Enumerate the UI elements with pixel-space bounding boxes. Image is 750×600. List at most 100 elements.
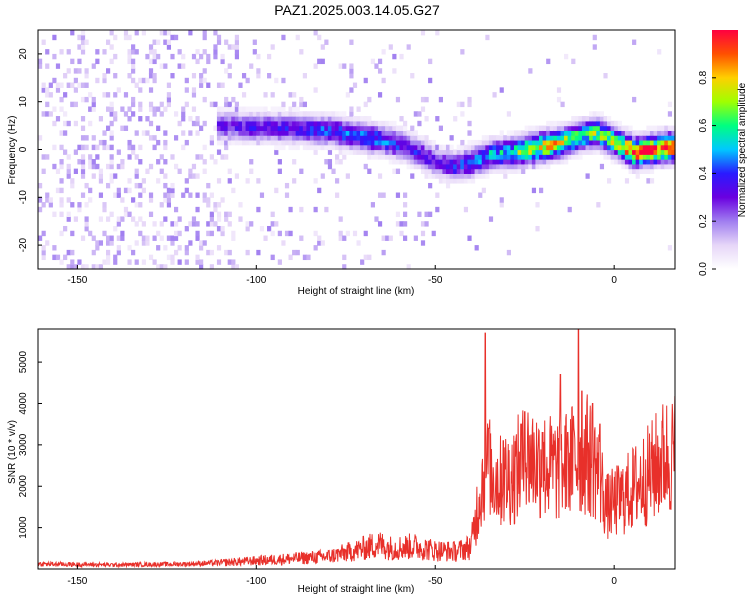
spectrogram-cell: [481, 139, 486, 146]
spectrogram-cell: [181, 192, 186, 198]
spectrogram-cell: [241, 106, 247, 112]
spectrogram-cell: [281, 120, 286, 127]
spectrogram-cell: [374, 149, 379, 155]
spectrogram-cell: [381, 125, 386, 131]
spectrogram-cell: [66, 211, 71, 218]
spectrogram-cell: [413, 111, 418, 117]
spectrogram-cell: [166, 235, 172, 241]
spectrogram-cell: [667, 245, 673, 251]
spectrogram-cell: [138, 116, 143, 122]
spectrogram-cell: [288, 230, 293, 237]
spectrogram-cell: [84, 39, 89, 45]
spectrogram-cell: [213, 49, 218, 55]
spectrogram-cell: [467, 120, 472, 127]
spectrogram-cell: [589, 135, 594, 141]
spectrogram-cell: [216, 106, 222, 112]
spectrogram-cell: [499, 197, 504, 203]
spectrogram-cell: [141, 130, 146, 136]
spectrogram-cell: [381, 154, 386, 160]
spectrogram-cell: [252, 139, 257, 146]
spectrogram-cell: [148, 135, 154, 141]
spectrogram-cell: [345, 92, 350, 98]
spectrogram-cell: [70, 259, 75, 265]
spectrogram-cell: [467, 159, 472, 165]
spectrogram-cell: [41, 154, 46, 160]
spectrogram-cell: [471, 159, 476, 165]
spectrogram-cell: [127, 53, 132, 60]
spectrogram-cell: [424, 168, 429, 174]
spectrogram-cell: [599, 130, 605, 136]
spectrogram-cell: [392, 159, 397, 165]
spectrogram-cell: [385, 125, 390, 131]
spectrogram-cell: [657, 49, 662, 55]
spectrogram-cell: [73, 77, 78, 84]
spectrogram-cell: [263, 116, 268, 122]
spectrogram-cell: [317, 125, 322, 131]
spectrogram-cell: [635, 135, 640, 141]
spectrogram-cell: [571, 58, 576, 65]
spectrogram-cell: [435, 144, 440, 151]
spectrogram-cell: [463, 144, 469, 151]
spectrogram-cell: [649, 168, 655, 174]
spectrogram-cell: [478, 144, 483, 151]
spectrogram-cell: [156, 106, 161, 112]
spectrogram-cell: [667, 101, 673, 108]
spectrogram-cell: [95, 77, 100, 84]
spectrogram-cell: [70, 178, 75, 184]
spectrogram-cell: [571, 130, 576, 136]
spectrogram-cell: [267, 116, 272, 122]
spectrogram-cell: [66, 264, 71, 270]
spectrogram-cell: [331, 125, 336, 131]
spectrogram-cell: [360, 149, 365, 155]
spectrogram-cell: [517, 159, 522, 165]
spectrogram-cell: [657, 144, 662, 151]
spectrogram-cell: [206, 182, 211, 189]
spectrogram-cell: [195, 192, 200, 198]
spectrogram-cell: [607, 149, 612, 155]
spectrogram-cell: [471, 144, 476, 151]
spectrogram-cell: [456, 178, 461, 184]
spectrogram-cell: [510, 139, 515, 146]
spectrogram-cell: [578, 130, 583, 136]
spectrogram-cell: [109, 173, 114, 179]
spectrogram-cell: [170, 254, 175, 261]
spectrogram-cell: [163, 30, 168, 36]
spectrogram-cell: [539, 139, 544, 146]
spectrogram-cell: [227, 135, 232, 141]
spectrogram-cell: [610, 144, 615, 151]
spectrogram-cell: [560, 159, 565, 165]
spectrogram-cell: [549, 120, 554, 127]
spectrogram-cell: [363, 163, 368, 170]
snr-y-tick-label: 1000: [18, 516, 29, 539]
spectrogram-cell: [621, 125, 626, 131]
spectrogram-cell: [313, 206, 318, 213]
spectrogram-cell: [245, 135, 250, 141]
spectrogram-cell: [127, 34, 132, 41]
spectrogram-cell: [102, 73, 107, 79]
spectrogram-cell: [363, 139, 368, 146]
spectrogram-cell: [506, 159, 511, 165]
spectrogram-cell: [299, 235, 304, 241]
spectrogram-cell: [596, 111, 601, 117]
spectrogram-cell: [331, 120, 336, 127]
spectrogram-cell: [127, 211, 132, 218]
spectrogram-cell: [417, 111, 422, 117]
spectrogram-cell: [377, 144, 383, 151]
spectrogram-cell: [295, 249, 300, 256]
spectrogram-cell: [607, 120, 612, 127]
spectrogram-cell: [141, 221, 146, 227]
spectrogram-cell: [453, 159, 458, 165]
spectrogram-cell: [220, 225, 225, 232]
spectrogram-cell: [639, 149, 644, 155]
spectrogram-cell: [406, 163, 411, 170]
spectrogram-cell: [428, 211, 433, 218]
spectrogram-cell: [209, 221, 214, 227]
spectrogram-cell: [607, 144, 612, 151]
spectrogram-cell: [274, 116, 279, 122]
spectrogram-cell: [424, 96, 429, 103]
spectrogram-cell: [231, 230, 236, 237]
spectrogram-cell: [471, 154, 476, 160]
spectrogram-cell: [560, 139, 565, 146]
spectrogram-cell: [463, 178, 469, 184]
spectrogram-cell: [274, 120, 279, 127]
